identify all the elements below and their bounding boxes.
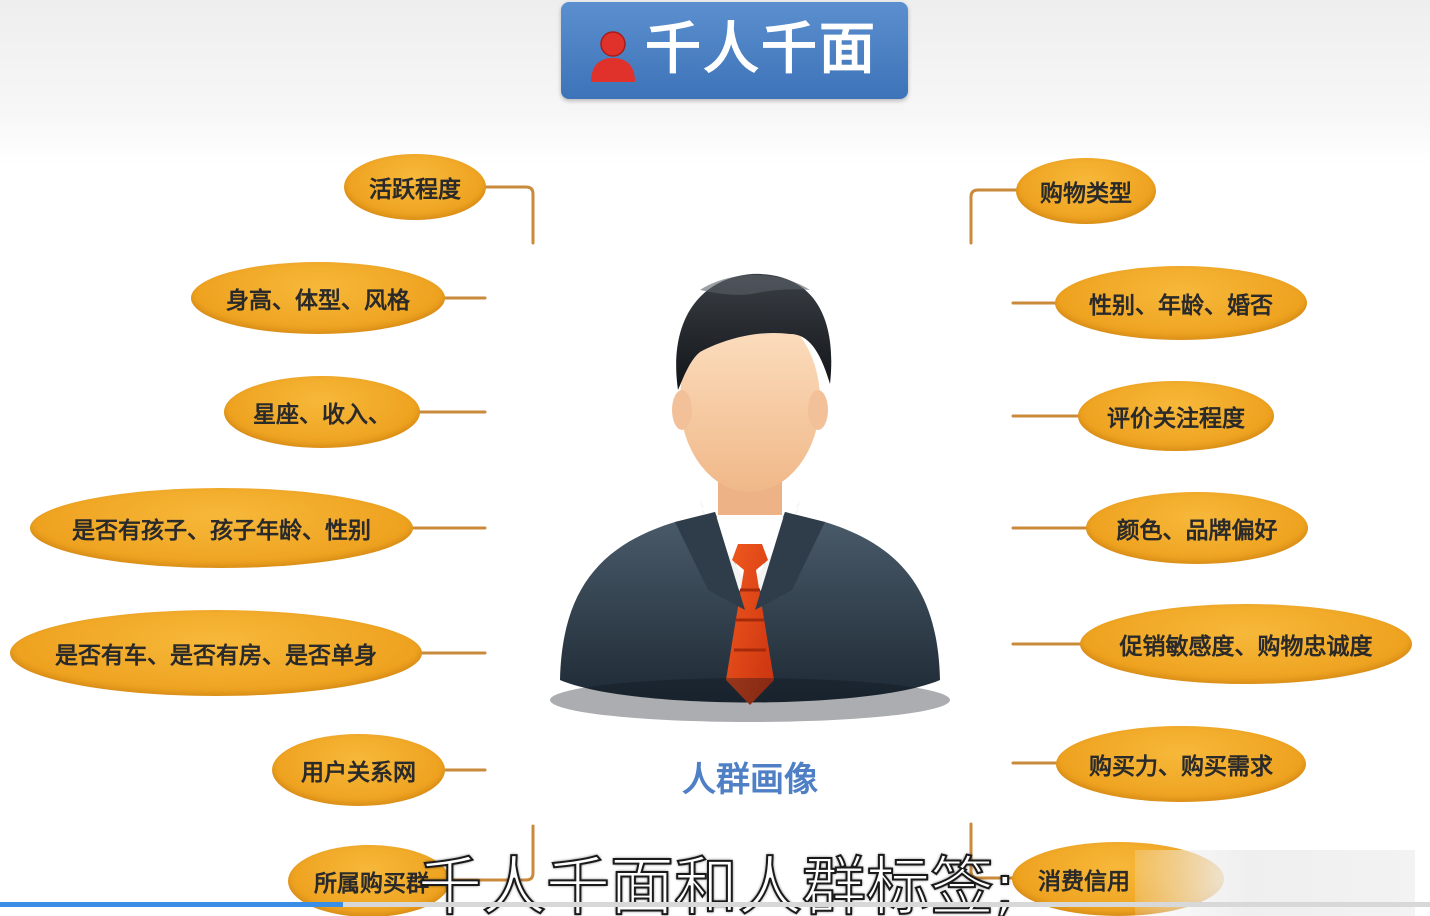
tag-activity-level: 活跃程度 [344,154,486,220]
title-banner: 千人千面 [561,2,908,99]
video-progress-fill [0,902,344,907]
tag-promo-sensitivity-loyalty: 促销敏感度、购物忠诚度 [1080,604,1412,684]
video-progress-bar[interactable] [0,902,1430,907]
tag-children-info: 是否有孩子、孩子年龄、性别 [30,488,413,568]
tag-gender-age-marital: 性别、年龄、婚否 [1055,266,1307,340]
tag-label: 促销敏感度、购物忠诚度 [1119,634,1373,660]
tag-label: 购买力、购买需求 [1089,754,1273,780]
tag-label: 星座、收入、 [253,402,391,428]
tag-label: 活跃程度 [369,177,461,203]
page-title: 千人千面 [645,17,877,82]
tag-label: 性别、年龄、婚否 [1089,293,1273,319]
tag-label: 用户关系网 [301,760,416,786]
tag-label: 身高、体型、风格 [226,288,410,314]
businessman-avatar-icon [550,273,950,722]
tag-color-brand-preference: 颜色、品牌偏好 [1086,492,1308,564]
tag-label: 购物类型 [1040,181,1132,207]
connector-left-1 [484,185,535,245]
tag-car-house-single: 是否有车、是否有房、是否单身 [10,610,422,696]
tag-user-relationship: 用户关系网 [272,734,445,806]
tag-label: 所属购买群 [314,871,429,897]
tag-label: 消费信用 [1038,869,1130,895]
tag-shopping-type: 购物类型 [1016,158,1156,224]
tag-purchasing-power-demand: 购买力、购买需求 [1056,726,1306,802]
connector-right-1 [969,188,1018,245]
tag-zodiac-income: 星座、收入、 [224,376,420,448]
tag-label: 评价关注程度 [1107,406,1245,432]
connector-left-7 [448,824,535,882]
tag-label: 是否有孩子、孩子年龄、性别 [72,518,371,544]
tag-review-attention: 评价关注程度 [1078,381,1274,451]
connector-right-7 [969,822,1014,880]
tag-height-body-style: 身高、体型、风格 [191,262,445,334]
tag-label: 颜色、品牌偏好 [1116,518,1278,544]
person-icon [591,31,635,82]
tag-label: 是否有车、是否有房、是否单身 [55,643,377,669]
figure-caption: 人群画像 [682,760,818,800]
